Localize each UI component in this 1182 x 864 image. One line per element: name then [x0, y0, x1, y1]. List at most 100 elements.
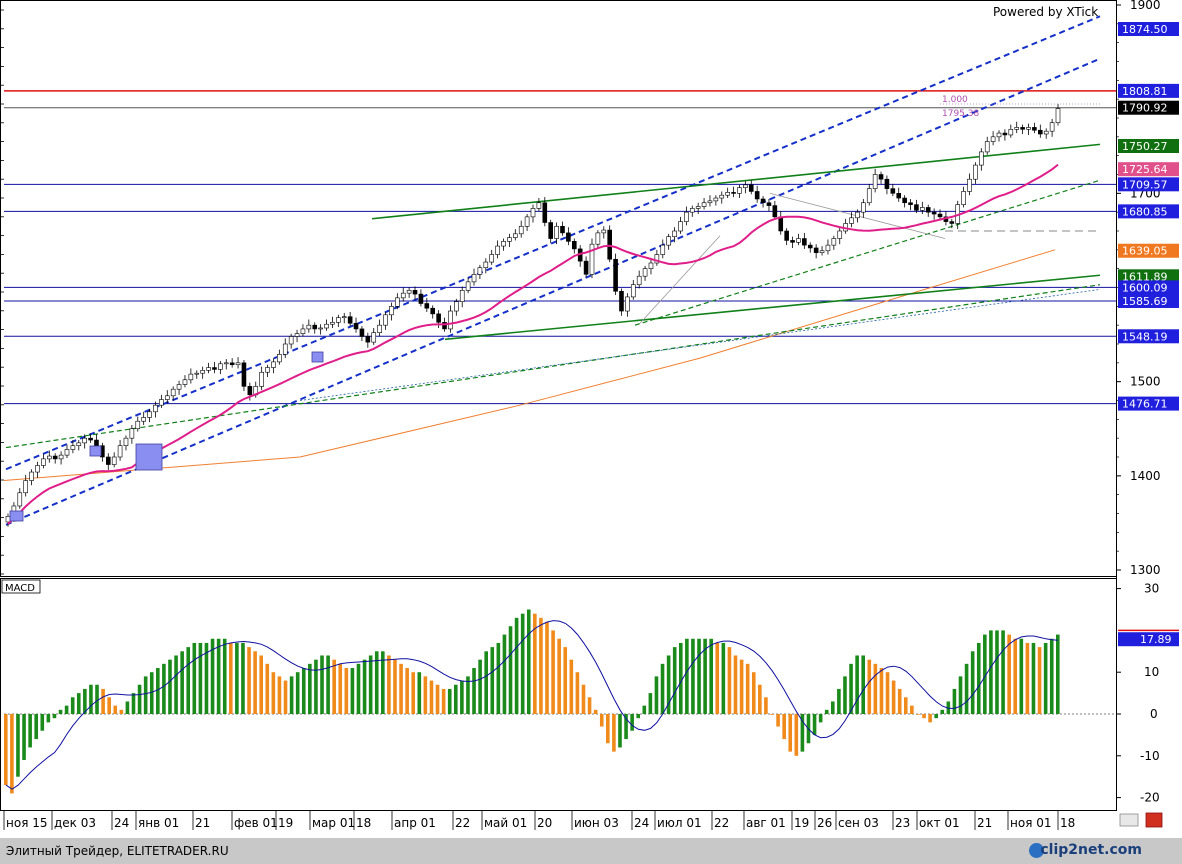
- time-axis-label: 24: [114, 816, 129, 830]
- exit-button[interactable]: [1145, 812, 1163, 828]
- footer-brand-text: clip2net.com: [1040, 842, 1142, 858]
- candle-body: [678, 221, 683, 232]
- candle-body: [931, 211, 937, 215]
- time-axis-label: июл 01: [657, 816, 702, 830]
- candle-body: [194, 372, 200, 375]
- macd-tick-label: -20: [1140, 791, 1160, 805]
- highlight-box: [311, 351, 324, 363]
- candle-body: [259, 371, 264, 387]
- candle-body: [908, 202, 913, 205]
- candle-body: [890, 188, 896, 194]
- candle-body: [973, 164, 978, 180]
- macd-histogram-bar: [137, 684, 142, 714]
- time-axis-label: ноя 01: [1010, 816, 1052, 830]
- candle-body: [418, 293, 424, 304]
- macd-histogram-bar: [624, 714, 628, 740]
- time-axis: ноя 15 дек 03 24 янв 01 21 фев 01 19 мар 01 18 ап…: [0, 810, 1116, 838]
- macd-histogram-bar: [697, 638, 701, 714]
- macd-histogram-bar: [40, 714, 45, 731]
- candle-body: [648, 262, 654, 269]
- macd-histogram-bar: [241, 642, 245, 714]
- candle-body: [660, 244, 666, 255]
- macd-histogram-bar: [934, 714, 938, 719]
- time-axis-label: апр 01: [394, 816, 436, 830]
- macd-histogram-bar: [903, 697, 908, 714]
- candle-body: [607, 229, 612, 260]
- channel-lower-line: [5, 57, 1101, 526]
- candle-body: [984, 141, 990, 153]
- macd-histogram-bar: [10, 714, 14, 794]
- macd-histogram-bar: [350, 668, 355, 714]
- candle-body: [772, 205, 778, 218]
- candle-body: [117, 445, 123, 458]
- link-button[interactable]: [1119, 813, 1139, 827]
- candle-body: [654, 254, 660, 264]
- time-axis-label: 21: [195, 816, 210, 830]
- macd-histogram-bar: [64, 705, 69, 714]
- macd-histogram-bar: [344, 668, 349, 714]
- macd-histogram-bar: [1056, 634, 1060, 714]
- candle-body: [483, 261, 489, 269]
- candle-body: [395, 297, 400, 307]
- macd-histogram-bar: [666, 655, 671, 714]
- price-level-badge: 1709.57: [1118, 177, 1179, 192]
- macd-histogram-bar: [156, 668, 160, 714]
- macd-histogram-bar: [593, 709, 598, 714]
- macd-value-badge-bg: [1118, 632, 1179, 647]
- candle-body: [566, 232, 571, 242]
- candle-body: [825, 244, 831, 252]
- candle-body: [619, 290, 624, 312]
- macd-histogram-bar: [873, 663, 878, 714]
- price-level-badge-text: 1600.09: [1122, 281, 1168, 294]
- macd-histogram-bar: [186, 647, 191, 714]
- candle-body: [330, 322, 335, 325]
- macd-histogram-bar: [247, 647, 251, 714]
- price-level-badge: 1680.85: [1118, 204, 1179, 219]
- macd-histogram-bar: [16, 714, 20, 777]
- candle-body: [630, 284, 636, 298]
- macd-histogram-bar: [210, 638, 215, 714]
- candle-body: [111, 456, 117, 465]
- macd-histogram-bar: [1049, 638, 1054, 714]
- macd-tick-label: 10: [1144, 665, 1159, 679]
- time-axis-label: дек 03: [54, 816, 96, 830]
- candle-body: [312, 324, 318, 330]
- macd-histogram-bar: [70, 697, 75, 714]
- candle-body: [324, 323, 329, 329]
- candle-body: [153, 404, 158, 413]
- macd-histogram-bar: [429, 680, 434, 714]
- time-axis-label: 19: [278, 816, 293, 830]
- candle-body: [672, 230, 677, 237]
- candle-body: [377, 324, 382, 333]
- macd-histogram-bar: [162, 663, 166, 714]
- candle-body: [347, 316, 353, 324]
- macd-histogram-bar: [362, 659, 367, 714]
- candle-body: [571, 241, 577, 250]
- time-axis-label: авг 01: [746, 816, 786, 830]
- macd-histogram-bar: [983, 634, 987, 714]
- fib-label-price: 1795.38: [942, 109, 979, 119]
- macd-histogram-bar: [964, 663, 969, 714]
- candle-body: [459, 290, 465, 302]
- price-panel: 1.000 1795.38: [0, 0, 1117, 577]
- candle-body: [961, 191, 966, 205]
- highlight-box: [89, 445, 102, 457]
- macd-histogram-bar: [995, 630, 999, 714]
- macd-histogram-bar: [192, 642, 197, 714]
- macd-label-text: MACD: [5, 583, 35, 594]
- candle-body: [695, 206, 701, 209]
- candle-body: [371, 332, 377, 343]
- price-level-badge-text: 1790.92: [1122, 102, 1168, 115]
- price-tick-label: 1500: [1130, 375, 1161, 389]
- fan-line: [639, 235, 721, 324]
- candle-body: [277, 354, 282, 363]
- macd-histogram-bar: [575, 672, 580, 714]
- candle-body: [365, 336, 371, 343]
- price-level-badge-bg: [1118, 83, 1179, 98]
- macd-histogram-bar: [478, 659, 482, 714]
- macd-histogram-bar: [630, 714, 634, 731]
- fib-label-ratio: 1.000: [942, 95, 968, 105]
- macd-histogram-bar: [758, 684, 762, 714]
- macd-histogram-bar: [794, 714, 799, 756]
- candle-body: [495, 245, 500, 255]
